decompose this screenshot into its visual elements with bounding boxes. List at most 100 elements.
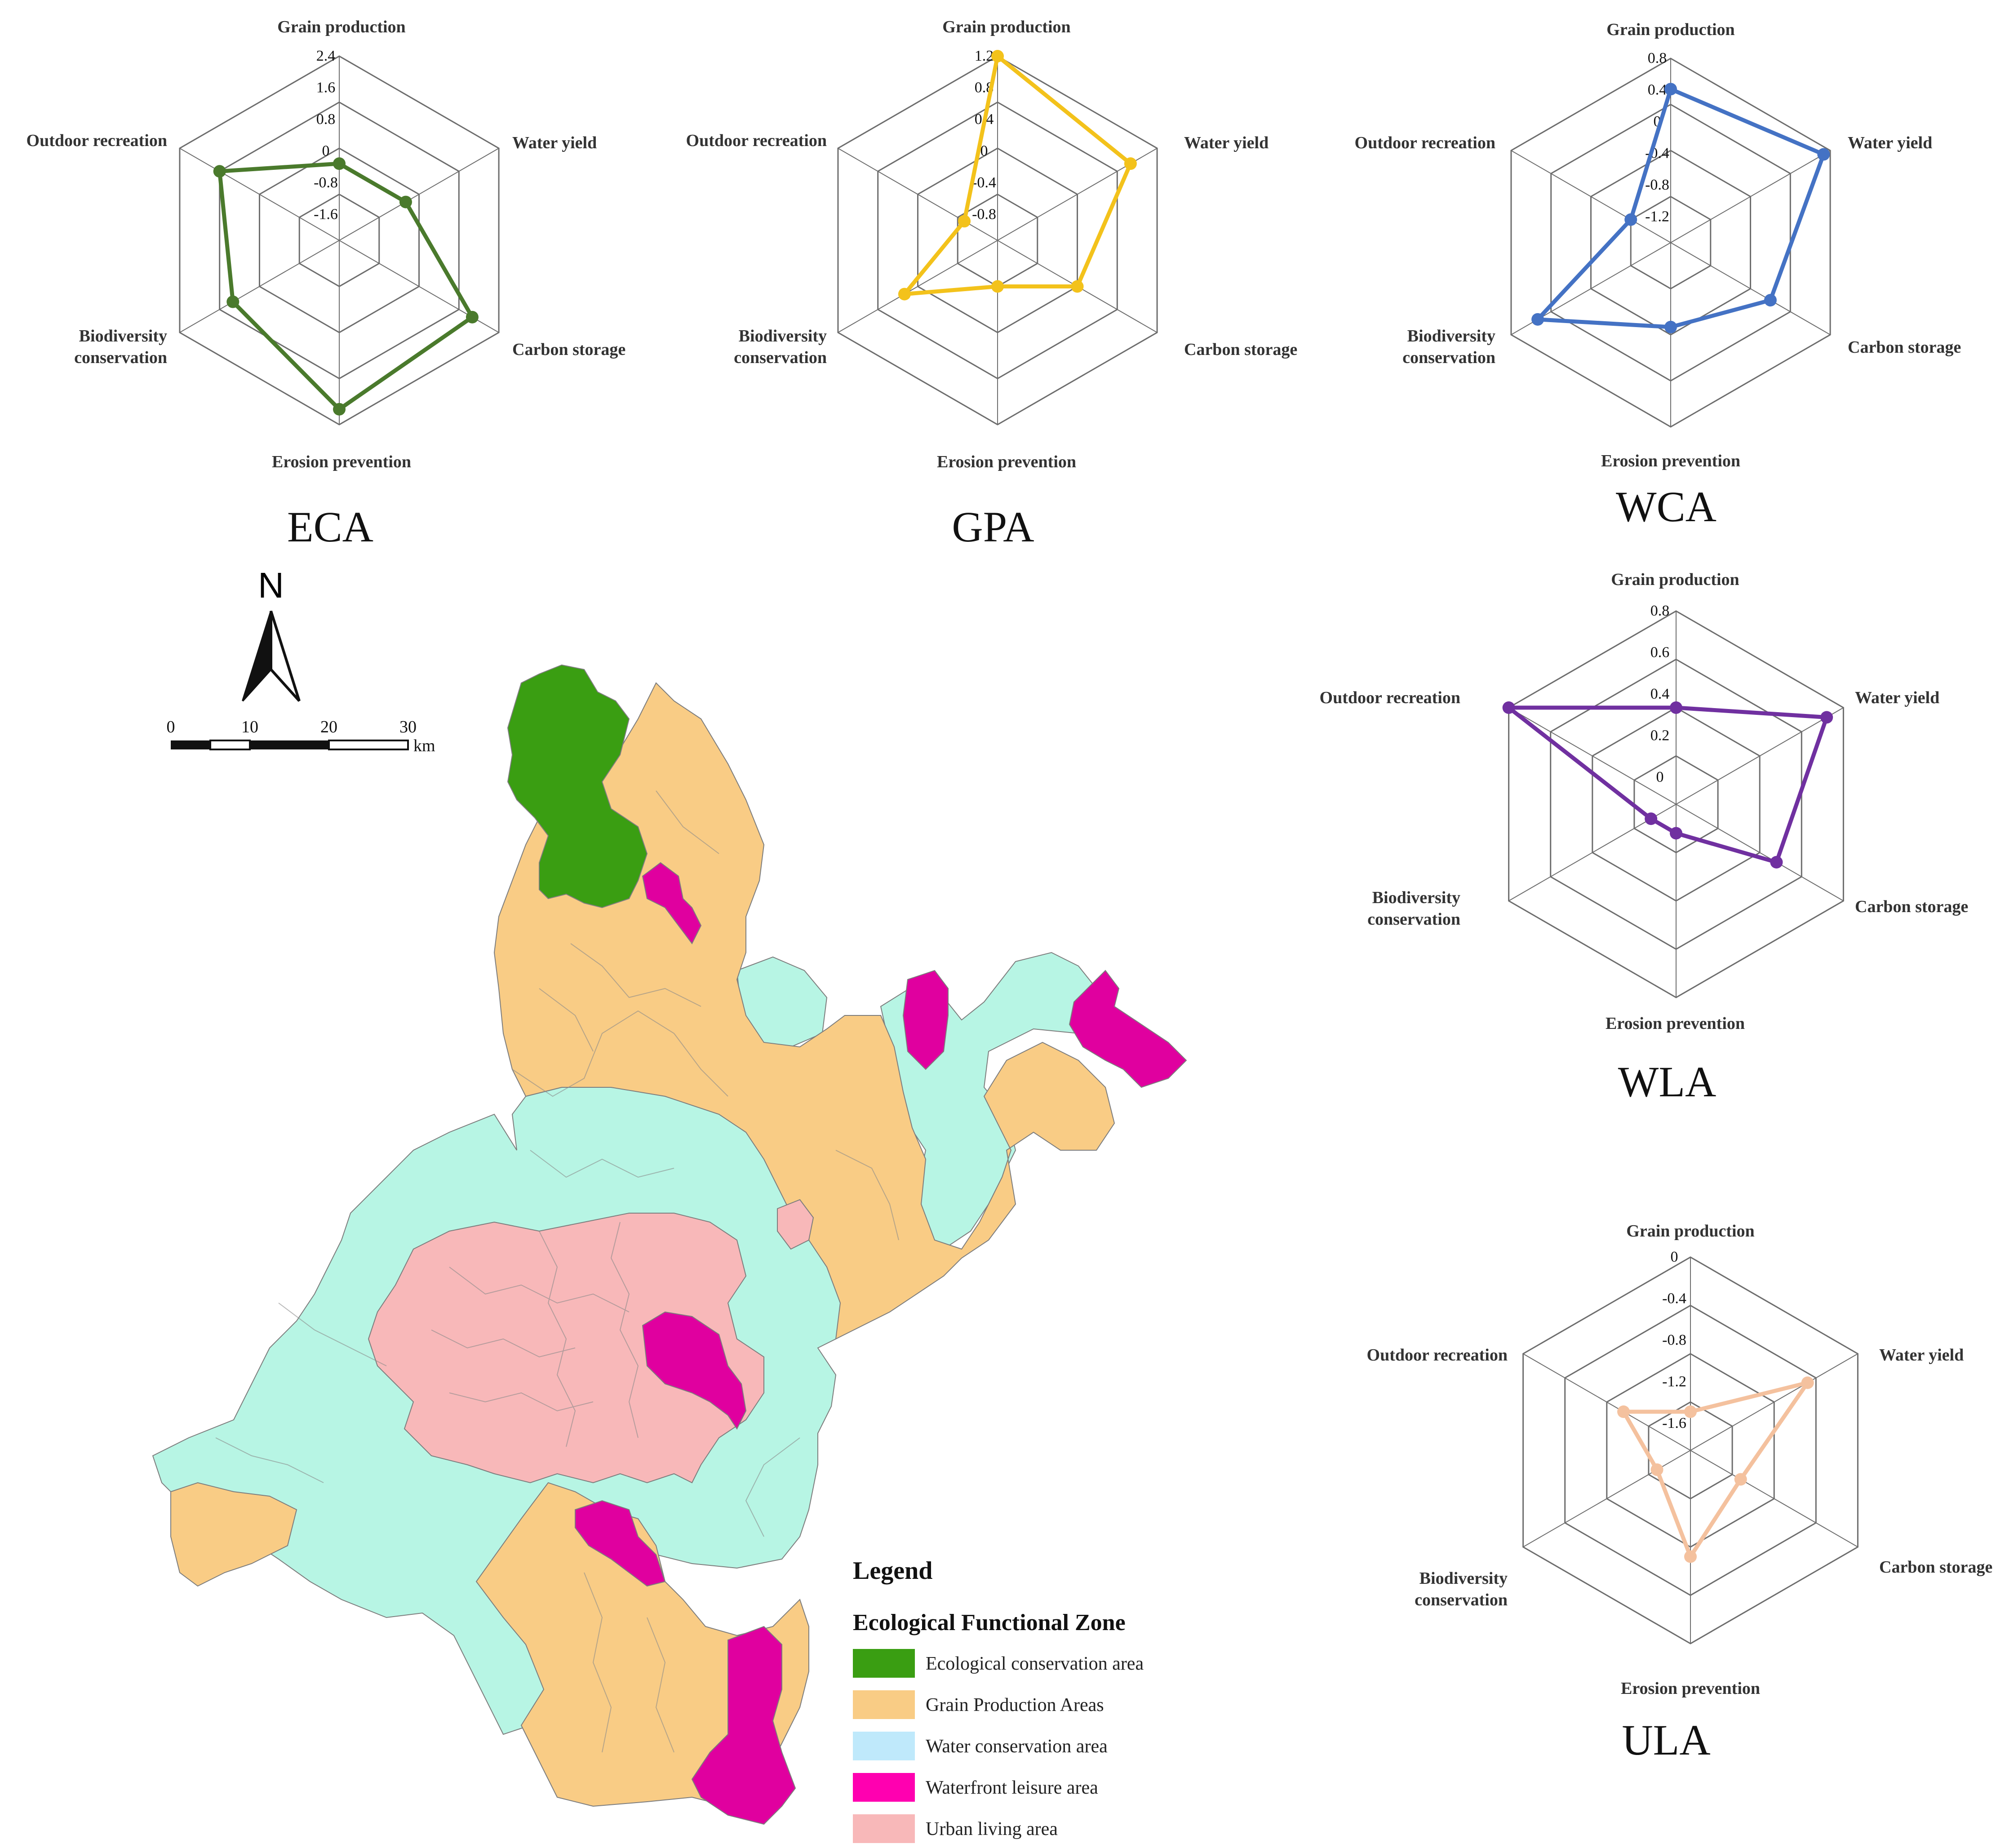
radar-axis-label: Grain production: [277, 18, 405, 36]
radar-axis-label: Water yield: [1184, 133, 1269, 152]
radar-data-point: [1664, 83, 1677, 96]
map-region-waterfront-leisure-3: [1069, 970, 1187, 1088]
radar-data-point: [1801, 1376, 1814, 1389]
radar-tick-label: 2.4: [316, 48, 336, 64]
radar-spoke: [179, 240, 340, 333]
legend-swatch-gpa: [853, 1690, 915, 1719]
radar-axis-label: Carbon storage: [512, 340, 625, 359]
radar-axis-label: Carbon storage: [1848, 338, 1961, 357]
radar-tick-label: -0.8: [314, 174, 338, 191]
radar-series-line: [1535, 87, 1826, 329]
radar-data-point: [1645, 812, 1658, 825]
map-region-ecological-conservation: [507, 664, 648, 908]
radar-title: GPA: [952, 503, 1034, 551]
radar-tick-label: -0.8: [972, 206, 996, 223]
radar-chart-wla: 0.8 0.6 0.4 0.2 0 Grain production Water yield…: [1320, 570, 1969, 1106]
north-label: N: [258, 565, 284, 605]
legend-item-legend_wca: Water conservation area: [926, 1736, 1108, 1757]
scale-tick-30: 30: [399, 718, 417, 736]
radar-chart-eca: 2.4 1.6 0.8 0 -0.8 -1.6 Grain production Water …: [27, 18, 626, 551]
map-boundaries: [215, 790, 899, 1753]
radar-title: WLA: [1618, 1058, 1717, 1106]
radar-tick-label: 0.4: [1650, 686, 1670, 702]
scale-tick-20: 20: [320, 718, 337, 736]
radar-tick-label: 0.8: [1648, 50, 1667, 66]
radar-tick-label: -1.6: [1662, 1415, 1686, 1431]
radar-axis-label: Water yield: [512, 133, 597, 152]
radar-data-point: [1684, 1550, 1697, 1563]
radar-tick-label: 0.4: [1648, 82, 1667, 98]
map-region-urban-living-patch: [777, 1199, 814, 1250]
legend-subtitle: Ecological Functional Zone: [853, 1610, 1126, 1635]
radar-axis-label: Grain production: [1606, 20, 1734, 39]
map-legend: Legend Ecological Functional Zone Ecolog…: [853, 1557, 1144, 1843]
radar-chart-ula: 0 -0.4 -0.8 -1.2 -1.6 Grain production Water y…: [1367, 1222, 1993, 1764]
radar-axis-label: Biodiversity conservation: [734, 327, 827, 367]
legend-item-legend_wla: Waterfront leisure area: [926, 1777, 1098, 1798]
radar-data-point: [991, 50, 1004, 62]
radar-axis-label: Biodiversity conservation: [1402, 327, 1495, 367]
radar-axis-label: Carbon storage: [1184, 340, 1297, 359]
radar-axis-label: Water yield: [1855, 688, 1939, 707]
radar-spoke: [339, 148, 499, 241]
radar-axis-label: Biodiversity conservation: [74, 327, 167, 367]
radar-data-point: [466, 310, 479, 324]
map-region-grain-production-sw: [170, 1482, 297, 1587]
radar-tick-label: 0.2: [1650, 727, 1670, 744]
radar-data-point: [1734, 1473, 1747, 1486]
radar-data-point: [1664, 320, 1677, 333]
radar-axis-label: Outdoor recreation: [1320, 688, 1460, 707]
radar-tick-label: -0.8: [1645, 177, 1669, 193]
radar-data-point: [1124, 157, 1137, 170]
radar-data-point: [1764, 294, 1777, 307]
radar-data-point: [1502, 701, 1515, 714]
radar-tick-label: -0.4: [1662, 1290, 1686, 1307]
legend-swatch-legend_wla: [853, 1773, 915, 1802]
radar-tick-label: 0: [1656, 769, 1664, 785]
radar-series-line: [217, 161, 475, 412]
radar-spoke: [1523, 1450, 1691, 1547]
legend-swatch-eca: [853, 1649, 915, 1678]
legend-item-eca: Ecological conservation area: [926, 1653, 1144, 1674]
radar-axis-label: Biodiversity conservation: [1415, 1569, 1508, 1609]
radar-tick-label: 0.6: [1650, 644, 1670, 660]
radar-axis-label: Erosion prevention: [1601, 452, 1740, 470]
radar-axis-label: Water yield: [1879, 1346, 1964, 1365]
radar-spoke: [1690, 1450, 1858, 1547]
radar-data-point: [213, 165, 226, 178]
radar-data-point: [991, 280, 1004, 293]
radar-data-point: [399, 195, 412, 208]
radar-tick-label: 0.8: [1650, 603, 1670, 619]
radar-axis-label: Outdoor recreation: [1367, 1346, 1508, 1365]
radar-axis-label: Erosion prevention: [272, 452, 411, 471]
radar-axis-label: Outdoor recreation: [1355, 133, 1495, 152]
legend-swatch-ula: [853, 1814, 915, 1843]
radar-data-point: [333, 157, 346, 170]
radar-data-point: [1684, 1405, 1697, 1418]
map-region-waterfront-leisure-5: [575, 1500, 666, 1587]
radar-tick-label: 1.6: [316, 80, 336, 96]
radar-axis-label: Outdoor recreation: [686, 131, 827, 150]
legend-swatch-legend_wca: [853, 1732, 915, 1760]
radar-axis-label: Grain production: [1611, 570, 1739, 589]
radar-tick-label: -1.2: [1645, 208, 1669, 225]
scale-tick-0: 0: [167, 718, 175, 736]
radar-tick-label: -1.2: [1662, 1373, 1686, 1390]
radar-spoke: [1511, 150, 1671, 243]
radar-title: WCA: [1616, 483, 1717, 531]
radar-title: ECA: [287, 503, 373, 551]
radar-data-point: [1820, 711, 1833, 724]
radar-spoke: [1508, 707, 1677, 805]
radar-spoke: [1670, 150, 1831, 243]
radar-axis-label: Grain production: [1626, 1222, 1754, 1241]
radar-data-point: [1670, 827, 1682, 840]
radar-data-point: [1617, 1405, 1630, 1418]
radar-data-point: [1770, 856, 1783, 869]
map-region-waterfront-leisure-1: [642, 862, 702, 944]
radar-tick-label: -0.4: [972, 174, 996, 191]
legend-item-gpa: Grain Production Areas: [926, 1695, 1104, 1715]
radar-tick-label: -0.8: [1662, 1332, 1686, 1348]
